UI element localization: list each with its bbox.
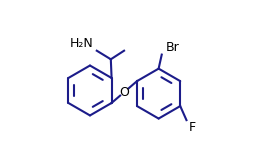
Text: O: O (119, 85, 129, 99)
Text: H₂N: H₂N (70, 37, 94, 50)
Text: Br: Br (166, 41, 180, 54)
Text: F: F (188, 121, 196, 134)
